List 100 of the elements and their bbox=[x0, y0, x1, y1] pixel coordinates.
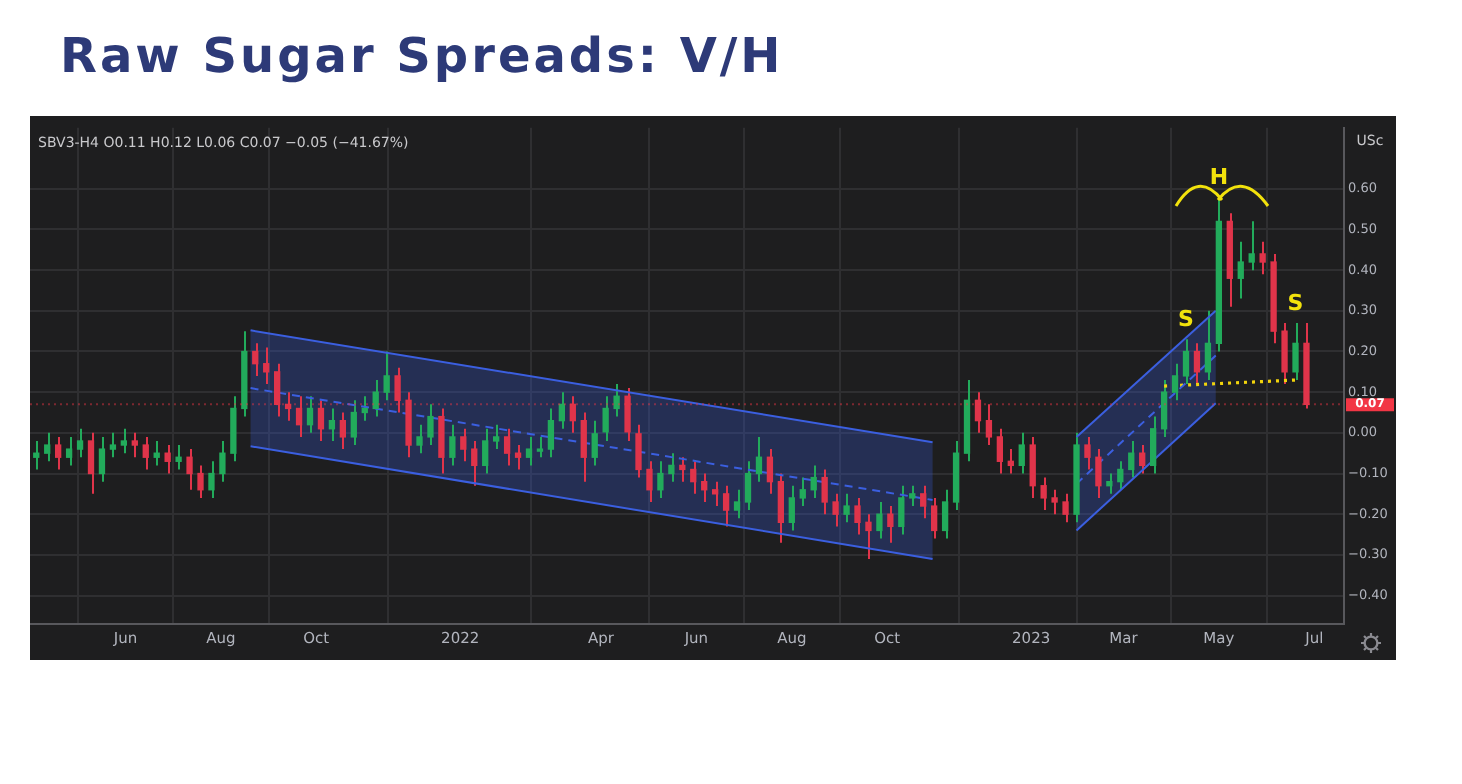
candlestick bbox=[810, 464, 817, 499]
candlestick bbox=[1018, 431, 1025, 475]
chart-title: Raw Sugar Spreads: V/H bbox=[60, 28, 784, 84]
candlestick bbox=[1084, 435, 1091, 471]
candlestick bbox=[230, 395, 237, 463]
candlestick bbox=[208, 460, 215, 499]
candlestick bbox=[1248, 220, 1255, 272]
candlestick bbox=[920, 484, 927, 520]
candlestick bbox=[744, 460, 752, 512]
candlestick bbox=[197, 464, 204, 499]
candlestick bbox=[613, 383, 620, 418]
candlestick bbox=[898, 484, 905, 536]
candlestick bbox=[591, 419, 598, 467]
candlestick bbox=[449, 423, 456, 467]
candlestick bbox=[1171, 362, 1179, 402]
candlestick bbox=[164, 444, 171, 475]
candlestick bbox=[854, 496, 861, 536]
candlestick bbox=[996, 427, 1004, 475]
candlestick bbox=[887, 505, 894, 544]
candlestick bbox=[471, 439, 478, 487]
candlestick bbox=[843, 492, 850, 524]
candlestick bbox=[1106, 472, 1113, 495]
candlestick bbox=[109, 431, 117, 459]
candlestick bbox=[339, 411, 347, 451]
candlestick bbox=[525, 435, 533, 467]
candlestick bbox=[701, 472, 708, 503]
candlestick bbox=[1117, 460, 1124, 491]
candlestick bbox=[1139, 444, 1146, 475]
candlestick bbox=[405, 391, 412, 459]
candlestick bbox=[460, 427, 467, 463]
candlestick bbox=[777, 472, 785, 544]
candlestick bbox=[1040, 476, 1047, 512]
candlestick bbox=[558, 391, 566, 430]
candlestick bbox=[350, 399, 357, 447]
candlestick bbox=[274, 362, 281, 418]
candlestick bbox=[1029, 435, 1036, 499]
candlestick bbox=[722, 484, 730, 528]
candlestick bbox=[383, 350, 390, 402]
candlestick bbox=[175, 444, 182, 471]
candlestick bbox=[690, 460, 697, 495]
annotation: H bbox=[1209, 163, 1229, 190]
candlestick bbox=[1095, 448, 1102, 499]
candlestick bbox=[1062, 492, 1069, 524]
candlestick bbox=[493, 423, 500, 451]
candlestick bbox=[372, 378, 379, 418]
candlestick bbox=[1182, 338, 1190, 386]
candlestick bbox=[1204, 309, 1212, 381]
candlestick bbox=[1160, 378, 1168, 438]
candlestick bbox=[712, 480, 719, 508]
candlestick bbox=[482, 427, 489, 475]
candlestick bbox=[788, 484, 795, 532]
candlestick bbox=[44, 431, 51, 463]
candlestick bbox=[142, 435, 149, 471]
candlestick bbox=[317, 399, 325, 442]
candlestick bbox=[536, 435, 544, 459]
candlestick bbox=[985, 403, 993, 447]
candlestick bbox=[120, 427, 128, 455]
candlestick bbox=[624, 387, 631, 442]
candlestick bbox=[733, 488, 741, 520]
candlestick bbox=[328, 407, 336, 442]
candlestick bbox=[76, 427, 84, 459]
candlestick bbox=[1292, 322, 1299, 381]
candlestick bbox=[263, 346, 270, 386]
candlestick bbox=[394, 366, 401, 414]
candlestick bbox=[306, 395, 314, 434]
candlestick bbox=[1193, 342, 1201, 386]
candlestick bbox=[569, 395, 576, 434]
candlestick bbox=[219, 439, 226, 483]
candlestick bbox=[646, 460, 653, 503]
candlestick bbox=[832, 492, 839, 528]
candlestick bbox=[580, 411, 587, 483]
candlestick bbox=[131, 431, 138, 459]
candlestick bbox=[755, 435, 763, 483]
candlestick bbox=[427, 403, 434, 447]
candlestick bbox=[876, 500, 883, 540]
candlestick bbox=[547, 407, 555, 459]
candlestick bbox=[1128, 439, 1135, 479]
candlestick bbox=[1051, 488, 1058, 516]
candlestick bbox=[55, 435, 62, 471]
candlestick bbox=[1150, 415, 1157, 475]
candlestick bbox=[635, 423, 642, 479]
candlestick bbox=[865, 513, 872, 560]
candlestick bbox=[416, 423, 423, 455]
candlestick bbox=[1259, 240, 1266, 276]
candlestick bbox=[503, 427, 511, 467]
candlestick bbox=[602, 395, 609, 442]
annotation: S bbox=[1287, 289, 1304, 316]
candlestick bbox=[974, 391, 982, 434]
candlestick bbox=[668, 452, 675, 483]
candlestick bbox=[186, 448, 193, 491]
candlestick bbox=[65, 435, 73, 467]
candlestick bbox=[438, 407, 445, 475]
candlestick bbox=[766, 448, 774, 495]
candlestick bbox=[98, 435, 106, 483]
candlestick bbox=[657, 460, 664, 499]
candlestick bbox=[1237, 240, 1244, 300]
candlestick bbox=[909, 484, 916, 508]
candlestick bbox=[252, 342, 259, 377]
candlestick bbox=[821, 468, 828, 516]
candlestick bbox=[931, 496, 938, 540]
